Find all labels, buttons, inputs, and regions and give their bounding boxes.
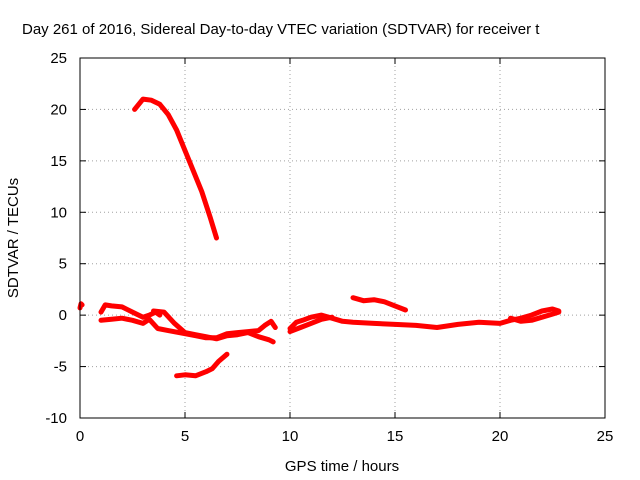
- x-axis-title: GPS time / hours: [285, 458, 399, 475]
- series-track-6: [287, 306, 562, 331]
- series-track-9: [350, 295, 408, 313]
- series-track-5: [174, 351, 230, 379]
- x-tick-label: 10: [282, 428, 299, 445]
- data-series: [77, 96, 562, 379]
- y-tick-label: 25: [50, 50, 67, 67]
- y-tick-label: 0: [59, 307, 67, 324]
- axis-ticks: [79, 57, 606, 419]
- y-tick-label: -5: [54, 359, 67, 376]
- y-tick-label: 5: [59, 256, 67, 273]
- x-tick-label: 5: [181, 428, 189, 445]
- y-tick-label: 15: [50, 153, 67, 170]
- y-tick-label: 10: [50, 204, 67, 221]
- plot-frame: [79, 57, 606, 419]
- grid: [80, 58, 605, 418]
- series-track-7: [287, 314, 335, 335]
- x-tick-labels: 0 5 10 15 20 25: [76, 428, 614, 445]
- y-tick-labels: -10 -5 0 5 10 15 20 25: [45, 50, 67, 427]
- x-tick-label: 25: [597, 428, 614, 445]
- x-tick-label: 20: [492, 428, 509, 445]
- series-track-1: [132, 96, 219, 241]
- y-tick-label: 20: [50, 101, 67, 118]
- y-tick-label: -10: [45, 410, 67, 427]
- series-track-4: [151, 308, 276, 345]
- y-axis-title: SDTVAR / TECUs: [5, 178, 22, 298]
- chart-title: Day 261 of 2016, Sidereal Day-to-day VTE…: [22, 21, 540, 38]
- x-tick-label: 15: [387, 428, 404, 445]
- series-track-8: [508, 309, 562, 324]
- x-tick-label: 0: [76, 428, 84, 445]
- series-track-2: [98, 302, 163, 320]
